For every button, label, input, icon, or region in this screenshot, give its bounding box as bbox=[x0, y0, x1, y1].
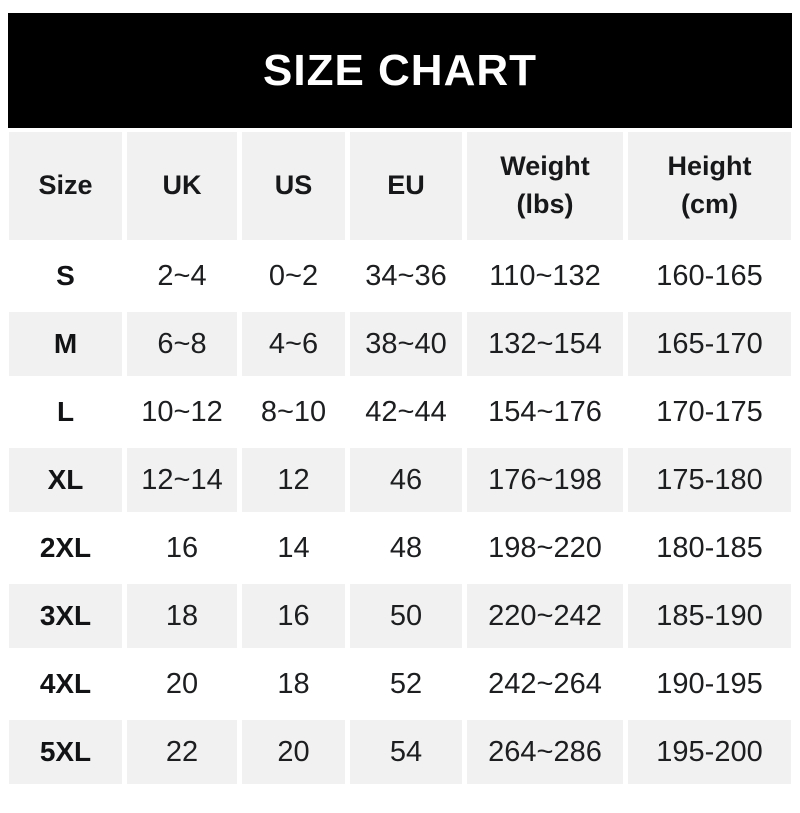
table-cell: 180-185 bbox=[628, 516, 791, 580]
table-cell: 185-190 bbox=[628, 584, 791, 648]
row-size-label: 3XL bbox=[9, 584, 122, 648]
table-cell: 42~44 bbox=[350, 380, 462, 444]
table-cell: 176~198 bbox=[467, 448, 623, 512]
column-header-us: US bbox=[242, 132, 345, 240]
column-header-uk: UK bbox=[127, 132, 237, 240]
table-cell: 38~40 bbox=[350, 312, 462, 376]
row-size-label: XL bbox=[9, 448, 122, 512]
table-cell: 264~286 bbox=[467, 720, 623, 784]
table-cell: 6~8 bbox=[127, 312, 237, 376]
table-cell: 50 bbox=[350, 584, 462, 648]
table-cell: 52 bbox=[350, 652, 462, 716]
table-cell: 34~36 bbox=[350, 244, 462, 308]
table-cell: 2~4 bbox=[127, 244, 237, 308]
table-cell: 12~14 bbox=[127, 448, 237, 512]
table-cell: 132~154 bbox=[467, 312, 623, 376]
column-header-height: Height (cm) bbox=[628, 132, 791, 240]
table-cell: 154~176 bbox=[467, 380, 623, 444]
column-header-weight: Weight (lbs) bbox=[467, 132, 623, 240]
row-size-label: 5XL bbox=[9, 720, 122, 784]
table-cell: 160-165 bbox=[628, 244, 791, 308]
table-cell: 48 bbox=[350, 516, 462, 580]
column-header-eu: EU bbox=[350, 132, 462, 240]
table-cell: 16 bbox=[242, 584, 345, 648]
column-header-size: Size bbox=[9, 132, 122, 240]
table-cell: 20 bbox=[127, 652, 237, 716]
table-cell: 18 bbox=[127, 584, 237, 648]
row-size-label: 2XL bbox=[9, 516, 122, 580]
row-size-label: M bbox=[9, 312, 122, 376]
table-cell: 8~10 bbox=[242, 380, 345, 444]
table-cell: 4~6 bbox=[242, 312, 345, 376]
table-cell: 198~220 bbox=[467, 516, 623, 580]
row-size-label: 4XL bbox=[9, 652, 122, 716]
table-cell: 175-180 bbox=[628, 448, 791, 512]
table-cell: 242~264 bbox=[467, 652, 623, 716]
table-cell: 170-175 bbox=[628, 380, 791, 444]
table-cell: 0~2 bbox=[242, 244, 345, 308]
row-size-label: L bbox=[9, 380, 122, 444]
table-cell: 12 bbox=[242, 448, 345, 512]
table-cell: 14 bbox=[242, 516, 345, 580]
table-cell: 10~12 bbox=[127, 380, 237, 444]
table-cell: 110~132 bbox=[467, 244, 623, 308]
table-cell: 195-200 bbox=[628, 720, 791, 784]
page-title: SIZE CHART bbox=[263, 45, 537, 95]
table-cell: 165-170 bbox=[628, 312, 791, 376]
table-cell: 46 bbox=[350, 448, 462, 512]
table-cell: 18 bbox=[242, 652, 345, 716]
row-size-label: S bbox=[9, 244, 122, 308]
table-cell: 190-195 bbox=[628, 652, 791, 716]
title-bar: SIZE CHART bbox=[8, 13, 792, 128]
table-cell: 20 bbox=[242, 720, 345, 784]
size-chart-table: Size UK US EU Weight (lbs) Height (cm) S… bbox=[9, 132, 791, 784]
table-cell: 22 bbox=[127, 720, 237, 784]
table-cell: 220~242 bbox=[467, 584, 623, 648]
table-cell: 16 bbox=[127, 516, 237, 580]
table-cell: 54 bbox=[350, 720, 462, 784]
